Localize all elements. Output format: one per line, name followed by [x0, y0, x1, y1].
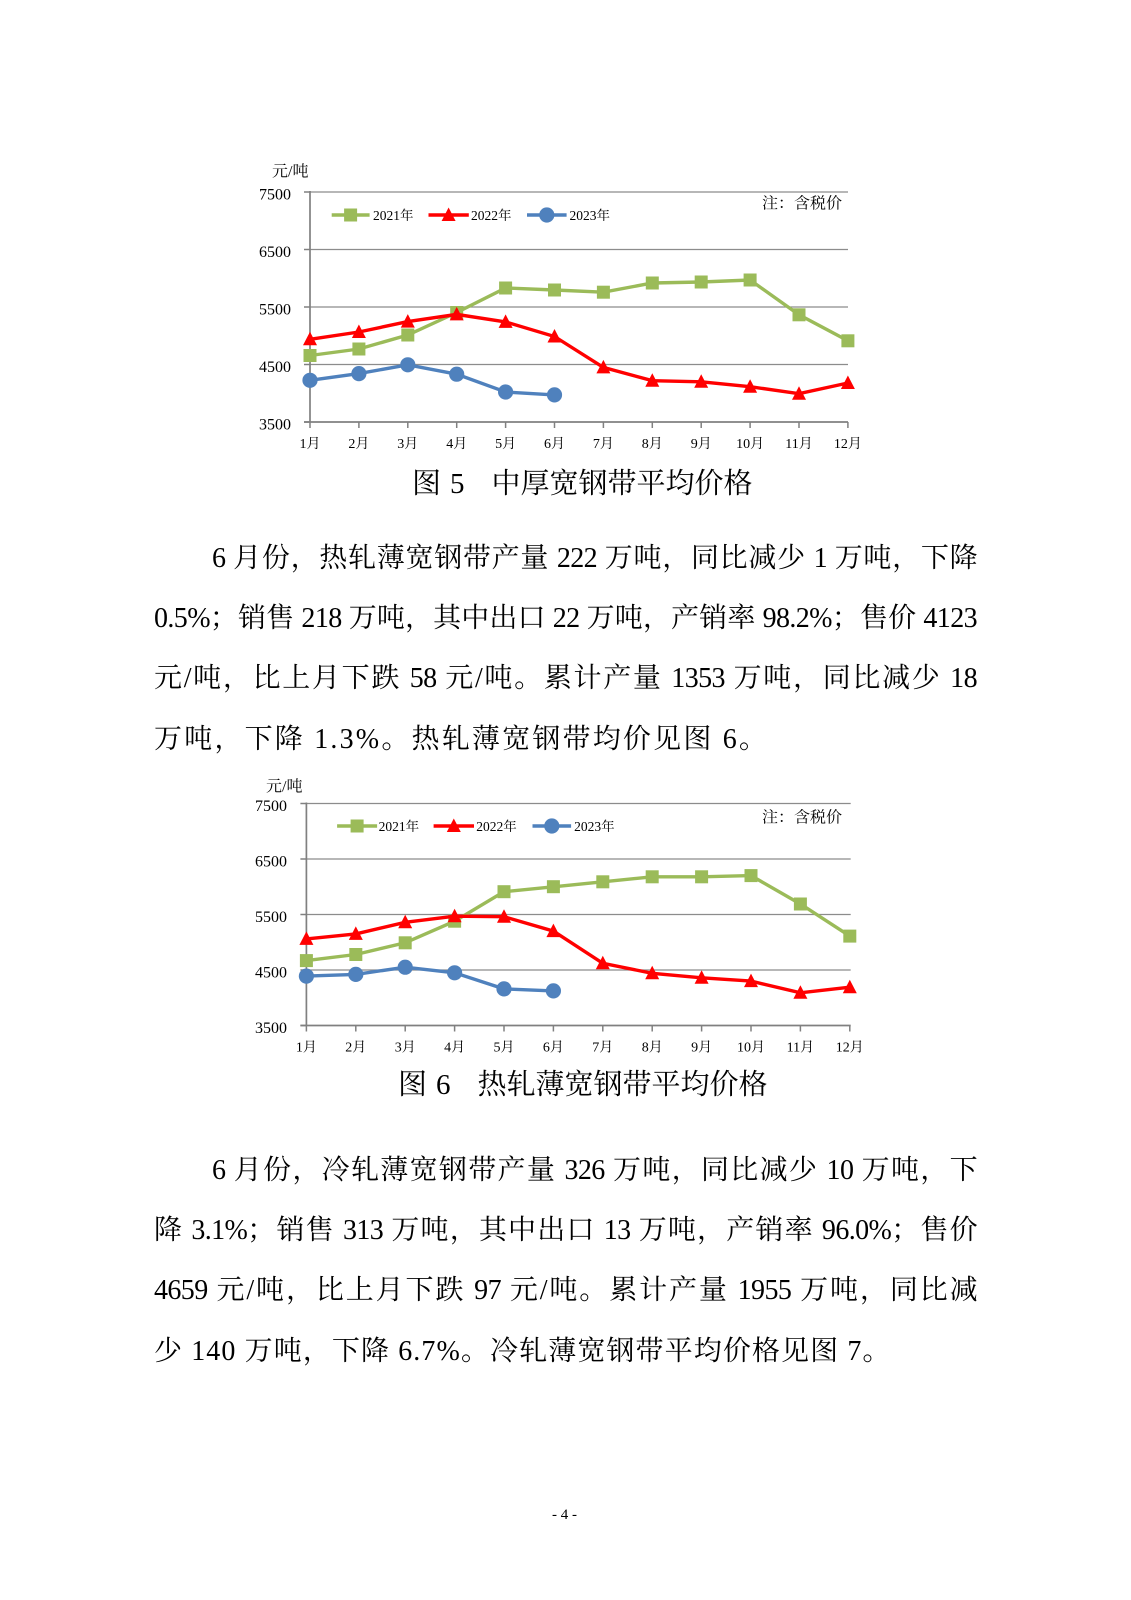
svg-text:3500: 3500: [255, 1020, 287, 1037]
svg-text:11月: 11月: [785, 436, 812, 452]
svg-text:5月: 5月: [494, 1040, 515, 1056]
svg-text:3月: 3月: [397, 436, 418, 452]
svg-text:8月: 8月: [642, 436, 663, 452]
svg-text:4月: 4月: [444, 1040, 465, 1056]
svg-text:注：含税价: 注：含税价: [762, 195, 842, 213]
svg-text:5500: 5500: [259, 301, 291, 318]
svg-text:9月: 9月: [691, 1040, 712, 1056]
svg-text:2023年: 2023年: [570, 208, 611, 223]
svg-text:7月: 7月: [593, 436, 614, 452]
svg-text:3月: 3月: [395, 1040, 416, 1056]
svg-text:2022年: 2022年: [476, 819, 517, 834]
svg-text:2022年: 2022年: [471, 208, 512, 223]
svg-text:7月: 7月: [592, 1040, 613, 1056]
svg-text:6500: 6500: [255, 853, 287, 870]
svg-text:2023年: 2023年: [574, 819, 615, 834]
svg-text:4月: 4月: [446, 436, 467, 452]
svg-text:3500: 3500: [259, 416, 291, 433]
svg-text:10月: 10月: [737, 1040, 765, 1056]
svg-text:12月: 12月: [834, 436, 862, 452]
svg-text:6月: 6月: [543, 1040, 564, 1056]
svg-text:4500: 4500: [255, 964, 287, 981]
svg-text:注：含税价: 注：含税价: [762, 809, 842, 827]
svg-text:12月: 12月: [836, 1040, 864, 1056]
svg-text:11月: 11月: [787, 1040, 814, 1056]
svg-text:7500: 7500: [259, 186, 291, 203]
svg-text:5500: 5500: [255, 909, 287, 926]
svg-text:2月: 2月: [348, 436, 369, 452]
svg-text:10月: 10月: [736, 436, 764, 452]
svg-text:6月: 6月: [544, 436, 565, 452]
svg-text:4500: 4500: [259, 359, 291, 376]
svg-text:元/吨: 元/吨: [266, 778, 302, 796]
svg-text:2021年: 2021年: [379, 819, 420, 834]
svg-text:2月: 2月: [345, 1040, 366, 1056]
svg-text:1月: 1月: [296, 1040, 317, 1056]
svg-text:7500: 7500: [255, 798, 287, 815]
svg-text:2021年: 2021年: [373, 208, 414, 223]
svg-text:6500: 6500: [259, 244, 291, 261]
svg-text:元/吨: 元/吨: [272, 163, 308, 181]
svg-text:8月: 8月: [642, 1040, 663, 1056]
svg-text:1月: 1月: [300, 436, 321, 452]
svg-text:5月: 5月: [495, 436, 516, 452]
svg-text:9月: 9月: [691, 436, 712, 452]
